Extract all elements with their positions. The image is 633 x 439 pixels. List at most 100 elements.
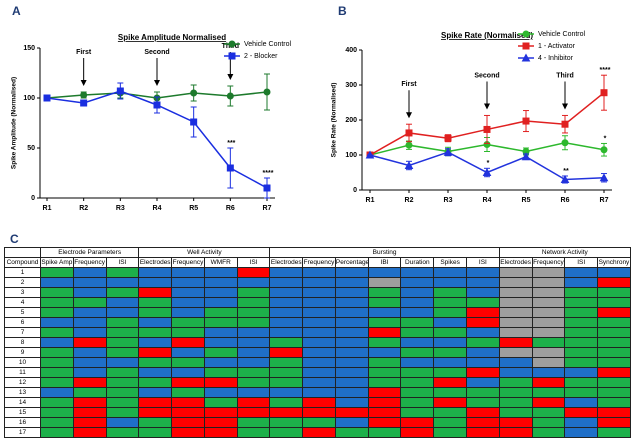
column-header: ISI	[236, 257, 271, 268]
heat-cell	[40, 297, 74, 308]
heat-cell	[465, 367, 500, 378]
heat-cell	[367, 417, 402, 428]
heat-cell	[531, 297, 566, 308]
heat-cell	[465, 407, 500, 418]
heat-cell	[171, 397, 205, 408]
heat-cell	[597, 417, 631, 428]
marker	[116, 87, 124, 95]
heat-cell	[302, 277, 336, 288]
heat-cell	[171, 327, 205, 338]
heat-cell	[302, 407, 336, 418]
column-header: Spikes	[433, 257, 467, 268]
heatmap-row: 12	[4, 377, 631, 388]
heat-cell	[433, 427, 467, 438]
y-tick-label: 0	[31, 195, 35, 202]
significance: ****	[263, 170, 274, 177]
heat-cell	[203, 407, 238, 418]
heat-cell	[367, 357, 402, 368]
heat-cell	[203, 397, 238, 408]
heat-cell	[531, 307, 566, 318]
heat-cell	[498, 347, 533, 358]
annotation: Second	[474, 72, 499, 79]
heat-cell	[269, 307, 304, 318]
heat-cell	[302, 327, 336, 338]
heat-cell	[236, 387, 271, 398]
heat-cell	[597, 287, 631, 298]
column-header: Frequency	[302, 257, 336, 268]
x-tick-label: R2	[405, 197, 414, 204]
heat-cell	[105, 347, 140, 358]
heat-cell	[269, 417, 304, 428]
heat-cell	[302, 347, 336, 358]
heat-cell	[138, 427, 173, 438]
marker	[561, 139, 569, 147]
heat-cell	[433, 277, 467, 288]
heat-cell	[72, 427, 107, 438]
y-tick-label: 300	[345, 82, 357, 89]
column-header: Duration	[400, 257, 435, 268]
heat-cell	[72, 407, 107, 418]
marker	[483, 125, 491, 133]
significance: **	[563, 168, 569, 175]
x-tick-label: R6	[561, 197, 570, 204]
row-label: 14	[4, 397, 41, 408]
marker	[522, 117, 530, 125]
heat-cell	[105, 307, 140, 318]
heat-cell	[171, 317, 205, 328]
row-label: 11	[4, 367, 41, 378]
row-label: 16	[4, 417, 41, 428]
heat-cell	[171, 387, 205, 398]
row-label: 4	[4, 297, 41, 308]
heat-cell	[400, 287, 435, 298]
column-header: Percentage	[334, 257, 369, 268]
heat-cell	[564, 347, 599, 358]
heat-cell	[564, 417, 599, 428]
heat-cell	[597, 347, 631, 358]
heatmap-table: Electrode Parameters Well Activity Burstin…	[4, 247, 631, 438]
heat-cell	[236, 287, 271, 298]
heat-cell	[72, 267, 107, 278]
x-tick-label: R4	[153, 205, 162, 212]
heat-cell	[498, 337, 533, 348]
row-label: 8	[4, 337, 41, 348]
heat-cell	[367, 407, 402, 418]
heat-cell	[138, 397, 173, 408]
heatmap-row: 8	[4, 337, 631, 348]
heat-cell	[465, 337, 500, 348]
heat-cell	[269, 387, 304, 398]
heatmap-row: 13	[4, 387, 631, 398]
heat-cell	[564, 307, 599, 318]
heat-cell	[367, 287, 402, 298]
marker	[43, 94, 51, 102]
heat-cell	[334, 307, 369, 318]
heat-cell	[531, 337, 566, 348]
heat-cell	[400, 417, 435, 428]
heat-cell	[334, 337, 369, 348]
heat-cell	[138, 267, 173, 278]
y-tick-label: 100	[345, 152, 357, 159]
heat-cell	[236, 327, 271, 338]
heat-cell	[203, 307, 238, 318]
annotation: Second	[144, 49, 169, 56]
heat-cell	[433, 337, 467, 348]
heat-cell	[564, 407, 599, 418]
heat-cell	[433, 347, 467, 358]
heat-cell	[171, 297, 205, 308]
annotation-arrowhead	[484, 103, 490, 110]
heat-cell	[171, 277, 205, 288]
heat-cell	[105, 297, 140, 308]
heat-cell	[465, 327, 500, 338]
heat-cell	[334, 357, 369, 368]
heat-cell	[203, 387, 238, 398]
heat-cell	[367, 427, 402, 438]
heat-cell	[138, 307, 173, 318]
x-tick-label: R3	[116, 205, 125, 212]
heat-cell	[400, 347, 435, 358]
annotation: First	[401, 81, 417, 88]
heat-cell	[72, 377, 107, 388]
heat-cell	[40, 397, 74, 408]
y-tick-label: 400	[345, 47, 357, 54]
heat-cell	[433, 407, 467, 418]
heat-cell	[171, 347, 205, 358]
heat-cell	[367, 267, 402, 278]
